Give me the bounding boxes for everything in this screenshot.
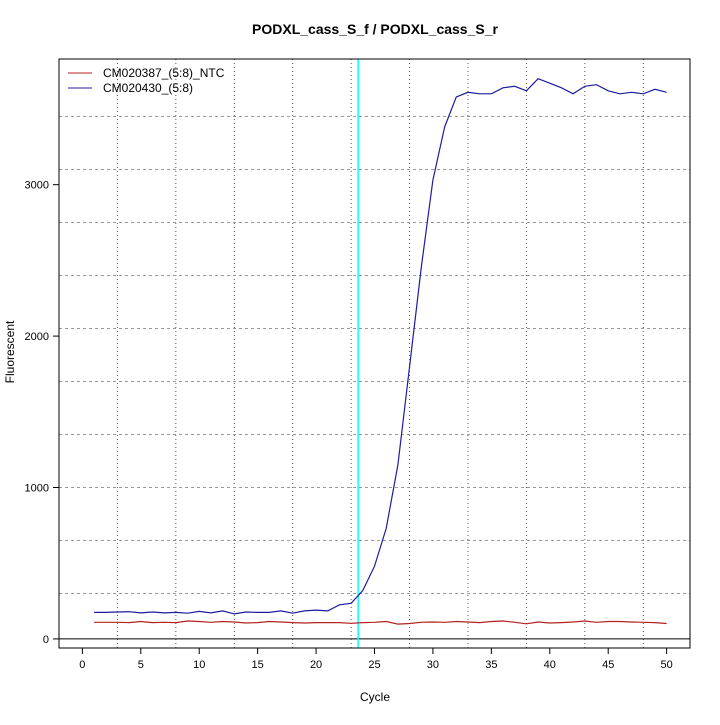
legend-label-ntc: CM020387_(5:8)_NTC xyxy=(103,66,225,80)
x-tick-label: 5 xyxy=(138,659,144,671)
series-line-0 xyxy=(94,620,667,625)
grid xyxy=(59,59,690,648)
x-axis-label: Cycle xyxy=(360,690,390,704)
x-tick-label: 10 xyxy=(193,659,205,671)
y-tick-label: 3000 xyxy=(25,180,49,192)
y-axis-label: Fluorescent xyxy=(3,320,17,383)
legend-label-sample: CM020430_(5:8) xyxy=(103,81,193,95)
axes: 0 5 10 15 20 25 30 35 40 45 50 0 1000 2000 3000 xyxy=(25,180,673,671)
plot-frame xyxy=(58,58,691,649)
x-tick-label: 45 xyxy=(602,659,614,671)
x-tick-label: 25 xyxy=(368,659,380,671)
y-tick-label: 0 xyxy=(43,634,49,646)
x-tick-label: 30 xyxy=(427,659,439,671)
x-tick-label: 35 xyxy=(485,659,497,671)
series-line-1 xyxy=(94,77,667,615)
legend: CM020387_(5:8)_NTC CM020430_(5:8) xyxy=(68,66,225,95)
y-tick-label: 2000 xyxy=(25,331,49,343)
plot-marks xyxy=(59,59,690,648)
y-tick-label: 1000 xyxy=(25,483,49,495)
x-tick-label: 15 xyxy=(252,659,264,671)
chart-title: PODXL_cass_S_f / PODXL_cass_S_r xyxy=(252,21,498,37)
x-tick-label: 40 xyxy=(544,659,556,671)
x-tick-label: 0 xyxy=(79,659,85,671)
x-tick-label: 50 xyxy=(661,659,673,671)
x-tick-label: 20 xyxy=(310,659,322,671)
